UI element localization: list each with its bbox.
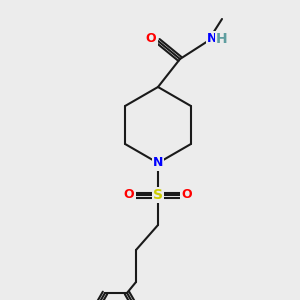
Text: H: H xyxy=(216,32,228,46)
Text: S: S xyxy=(153,188,163,202)
Text: O: O xyxy=(146,32,156,46)
Text: O: O xyxy=(182,188,192,202)
Text: N: N xyxy=(207,32,217,46)
Text: O: O xyxy=(124,188,134,202)
Text: N: N xyxy=(153,157,163,169)
